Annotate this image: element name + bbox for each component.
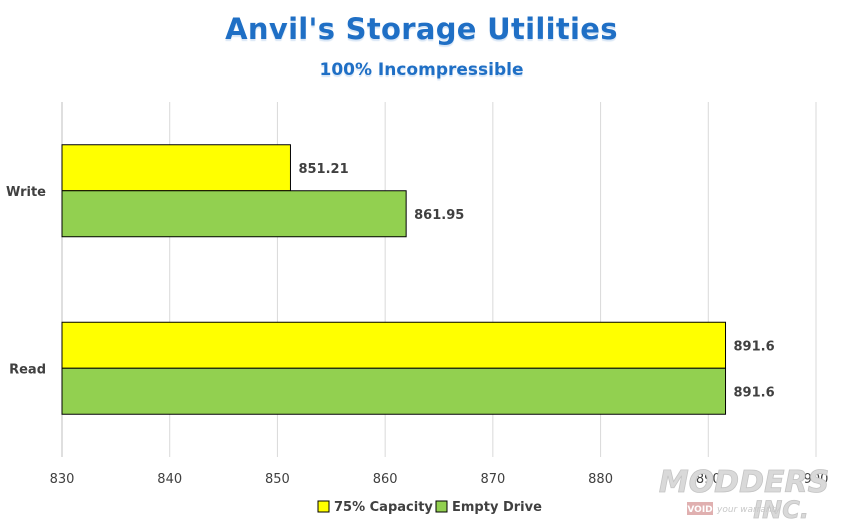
x-tick-label: 840: [157, 472, 182, 487]
watermark-logo: MODDERS INC. VOID your warranty: [659, 465, 829, 524]
x-tick-label: 870: [480, 472, 505, 487]
category-label: Write: [6, 185, 46, 200]
svg-text:INC.: INC.: [753, 496, 809, 524]
x-tick-label: 850: [265, 472, 290, 487]
legend-swatch: [435, 500, 448, 513]
svg-text:your warranty: your warranty: [716, 505, 781, 515]
data-label: 861.95: [414, 208, 464, 223]
x-tick-label: 880: [588, 472, 613, 487]
data-label: 891.6: [734, 339, 775, 354]
x-tick-label: 830: [50, 472, 75, 487]
svg-text:VOID: VOID: [687, 505, 712, 515]
data-label: 851.21: [298, 162, 348, 177]
category-label: Read: [9, 362, 46, 377]
legend-swatch: [317, 500, 330, 513]
bar: [61, 367, 727, 415]
x-tick-label: 890: [696, 472, 721, 487]
bar: [61, 321, 727, 369]
bar: [61, 144, 291, 192]
x-tick-label: 860: [373, 472, 398, 487]
svg-text:MODDERS: MODDERS: [659, 465, 829, 500]
legend-label: 75% Capacity: [334, 500, 433, 515]
x-tick-label: 900: [804, 472, 829, 487]
chart-title: Anvil's Storage Utilities: [225, 12, 618, 46]
chart-subtitle: 100% Incompressible: [319, 60, 524, 80]
bar: [61, 190, 407, 238]
data-label: 891.6: [734, 385, 775, 400]
legend-label: Empty Drive: [452, 500, 542, 515]
